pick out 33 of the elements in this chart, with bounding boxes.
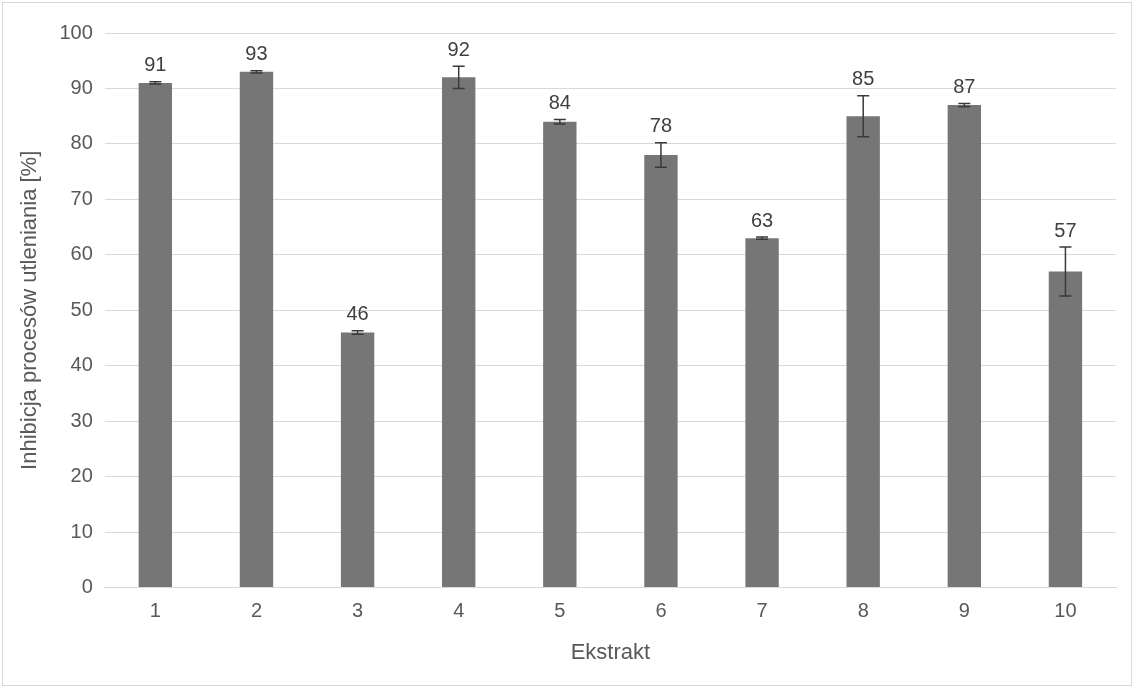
y-tick-label: 80: [70, 131, 93, 154]
y-tick-label: 70: [70, 186, 93, 209]
x-tick-label: 2: [250, 599, 263, 622]
y-tick-label: 90: [70, 75, 93, 98]
y-tick-label: 0: [81, 575, 93, 598]
data-label: 57: [1054, 218, 1077, 241]
x-tick-label: 9: [958, 599, 970, 622]
data-label: 63: [750, 208, 774, 231]
x-tick-label: 4: [453, 599, 465, 622]
x-axis-title: Ekstrakt: [570, 638, 651, 664]
y-tick-label: 40: [70, 353, 93, 376]
data-label: 87: [953, 74, 976, 97]
y-axis-title: Inhibicja procesów utleniania [%]: [16, 150, 42, 470]
y-tick-label: 50: [70, 297, 93, 320]
data-label: 92: [447, 37, 470, 60]
y-tick-label: 100: [59, 20, 93, 43]
data-label: 91: [144, 53, 167, 76]
x-tick-label: 3: [352, 599, 364, 622]
data-label: 78: [649, 114, 673, 137]
data-label: 46: [346, 302, 369, 325]
x-tick-label: 6: [655, 599, 667, 622]
x-tick-label: 5: [554, 599, 566, 622]
y-tick-label: 10: [70, 519, 93, 542]
data-label: 84: [548, 91, 571, 114]
y-tick-label: 20: [70, 464, 93, 487]
y-tick-label: 30: [70, 408, 93, 431]
data-label: 93: [245, 42, 268, 65]
x-tick-label: 1: [149, 599, 161, 622]
x-tick-label: 8: [857, 599, 869, 622]
y-tick-label: 60: [70, 242, 93, 265]
x-tick-label: 7: [756, 599, 768, 622]
data-label: 85: [852, 67, 875, 90]
x-tick-label: 10: [1054, 599, 1077, 622]
